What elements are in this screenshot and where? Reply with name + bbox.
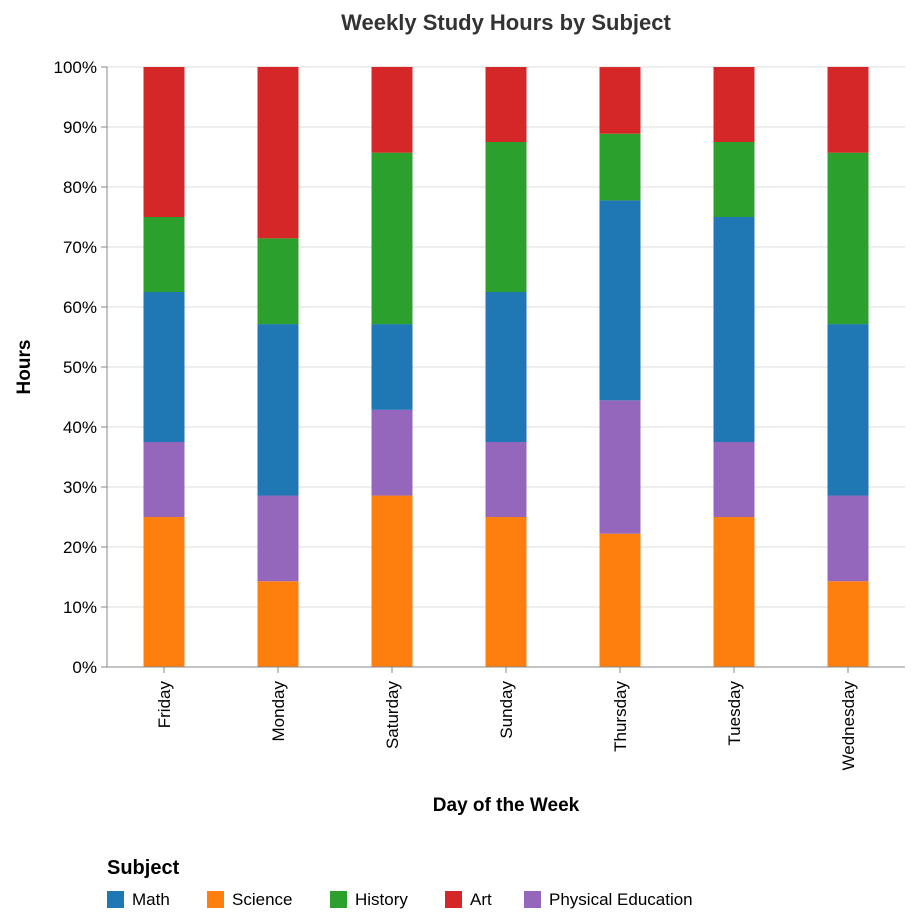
- bar-segment: [827, 152, 869, 325]
- legend-title: Subject: [107, 857, 180, 879]
- x-axis-title: Day of the Week: [433, 795, 580, 816]
- bar-segment: [599, 200, 641, 401]
- bar-segment: [713, 67, 755, 142]
- y-tick-label: 30%: [63, 478, 97, 497]
- bar-segment: [257, 66, 299, 239]
- bar-segment: [143, 442, 185, 517]
- bar-segment: [371, 324, 413, 410]
- bar-segment: [257, 324, 299, 496]
- legend-label: Science: [232, 890, 292, 909]
- legend: Subject Math Science History Art Physical Ed…: [107, 857, 693, 909]
- x-tick-label: Monday: [269, 681, 288, 742]
- legend-swatch: [107, 891, 124, 908]
- x-tick-label: Sunday: [497, 681, 516, 739]
- y-tick-label: 70%: [63, 238, 97, 257]
- bar-segment: [827, 66, 869, 153]
- bar-segment: [143, 292, 185, 442]
- bar-segment: [371, 495, 413, 667]
- legend-swatch: [445, 891, 462, 908]
- y-tick-label: 100%: [54, 58, 97, 77]
- bar-segment: [143, 67, 185, 217]
- x-tick-label: Tuesday: [725, 681, 744, 746]
- y-tick-label: 10%: [63, 598, 97, 617]
- legend-label: Art: [470, 890, 492, 909]
- legend-label: Physical Education: [549, 890, 693, 909]
- bar-segment: [599, 400, 641, 534]
- bar-segment: [485, 517, 527, 667]
- bar-segment: [713, 217, 755, 442]
- bar-segment: [371, 152, 413, 325]
- bar-segment: [599, 133, 641, 201]
- bar-segment: [257, 495, 299, 582]
- bar-segment: [599, 533, 641, 667]
- legend-label: History: [355, 890, 408, 909]
- y-tick-label: 50%: [63, 358, 97, 377]
- bar-segment: [827, 581, 869, 667]
- bars: [143, 66, 869, 667]
- bar-segment: [599, 67, 641, 134]
- bar-segment: [143, 517, 185, 667]
- bar-segment: [827, 495, 869, 582]
- legend-swatch: [207, 891, 224, 908]
- legend-swatch: [524, 891, 541, 908]
- x-axis: Friday Monday Saturday Sunday Thursday Tuesda…: [107, 666, 905, 771]
- y-tick-label: 0%: [72, 658, 97, 677]
- chart-title: Weekly Study Hours by Subject: [341, 10, 671, 35]
- y-tick-label: 80%: [63, 178, 97, 197]
- bar-segment: [485, 442, 527, 517]
- legend-label: Math: [132, 890, 170, 909]
- bar-segment: [713, 442, 755, 517]
- bar-segment: [257, 581, 299, 667]
- x-tick-label: Friday: [155, 681, 174, 729]
- x-tick-label: Wednesday: [839, 681, 858, 771]
- y-tick-label: 90%: [63, 118, 97, 137]
- bar-segment: [485, 292, 527, 442]
- x-tick-label: Saturday: [383, 681, 402, 750]
- bar-segment: [713, 142, 755, 217]
- bar-segment: [827, 324, 869, 496]
- y-axis: 0% 10% 20% 30% 40% 50% 60% 70% 80% 90% 100%: [54, 58, 108, 677]
- bar-segment: [713, 517, 755, 667]
- bar-segment: [143, 217, 185, 292]
- bar-segment: [371, 409, 413, 496]
- y-tick-label: 60%: [63, 298, 97, 317]
- legend-swatch: [330, 891, 347, 908]
- x-tick-label: Thursday: [611, 681, 630, 752]
- y-tick-label: 40%: [63, 418, 97, 437]
- bar-segment: [371, 66, 413, 153]
- y-axis-title: Hours: [14, 340, 35, 395]
- bar-segment: [257, 238, 299, 325]
- bar-segment: [485, 67, 527, 142]
- y-tick-label: 20%: [63, 538, 97, 557]
- bar-segment: [485, 142, 527, 292]
